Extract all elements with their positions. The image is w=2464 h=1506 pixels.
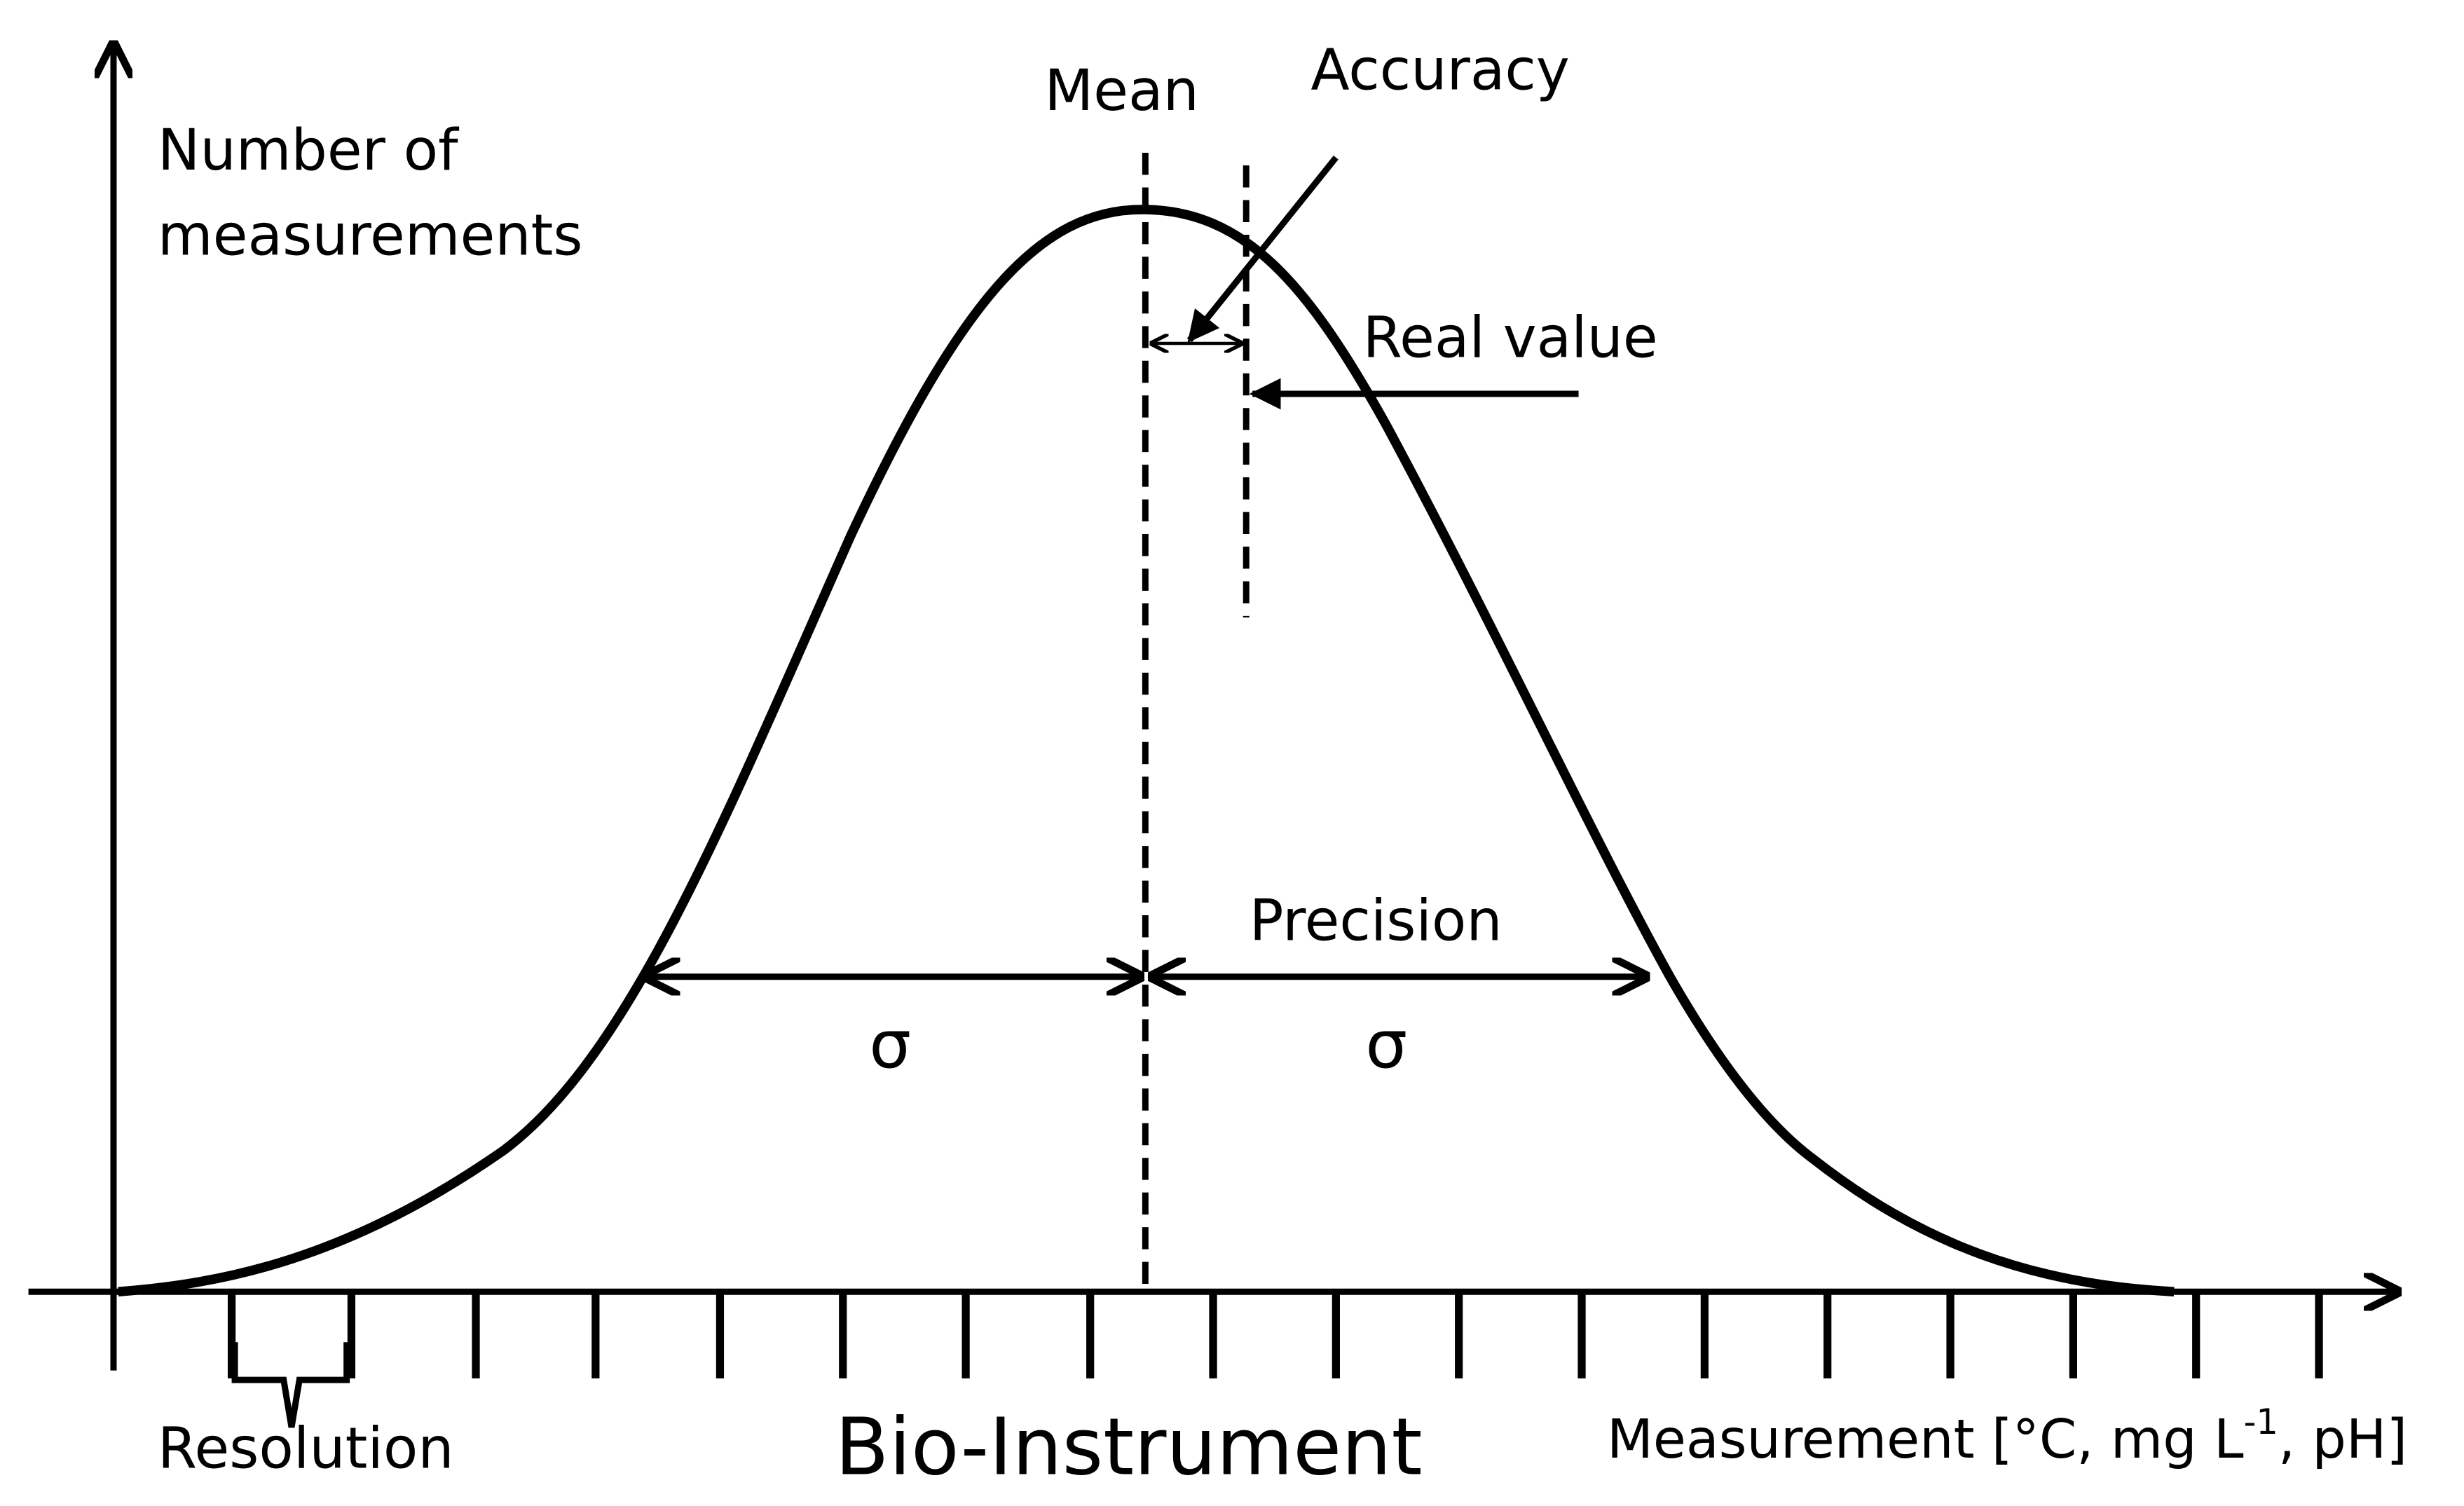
x-axis-label-suffix: , pH] xyxy=(2278,1409,2407,1471)
y-axis-label: Number of xyxy=(158,118,460,184)
real-value-label: Real value xyxy=(1363,306,1658,371)
mean-label: Mean xyxy=(1044,58,1198,124)
ticks xyxy=(227,1292,2323,1378)
x-axis-label-text: Measurement [°C, mg L xyxy=(1607,1409,2244,1471)
resolution-label: Resolution xyxy=(158,1416,454,1482)
precision-label: Precision xyxy=(1250,888,1503,954)
resolution-bracket xyxy=(231,1342,350,1428)
sigma-label: σ xyxy=(869,1006,911,1083)
title: Bio-Instrument xyxy=(835,1401,1423,1493)
x-axis-label: Measurement [°C, mg L-1, pH] xyxy=(1607,1402,2407,1471)
accuracy-arrow xyxy=(1186,155,1339,343)
x-axis-label-superscript: -1 xyxy=(2244,1402,2278,1442)
sigma-label: σ xyxy=(1365,1006,1407,1083)
bell-curve xyxy=(118,205,2175,1297)
y-axis-label: measurements xyxy=(158,203,583,269)
accuracy-label: Accuracy xyxy=(1310,38,1569,104)
